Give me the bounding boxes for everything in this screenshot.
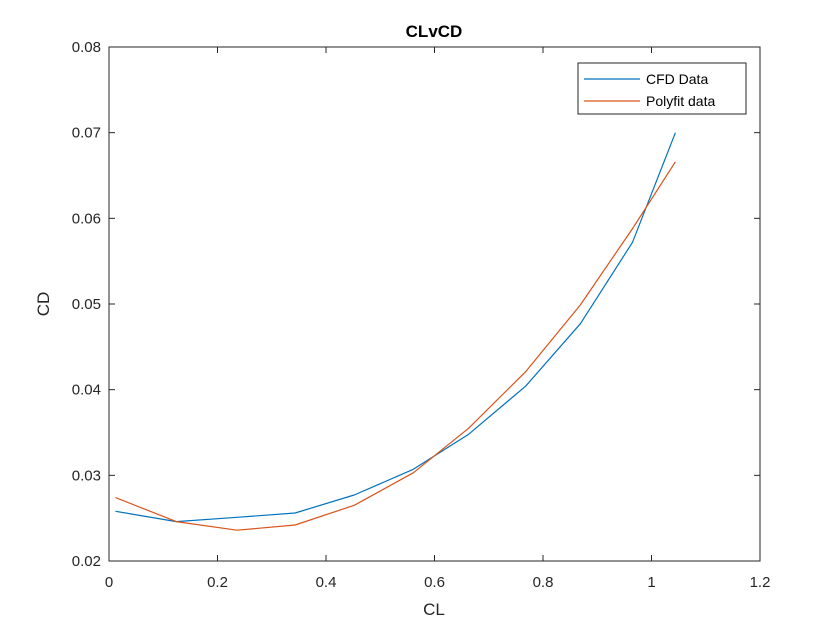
y-axis-label: CD xyxy=(34,292,53,317)
x-tick-label: 0.4 xyxy=(316,574,337,591)
axis-ticks: 0 0.2 0.4 0.6 0.8 1 1.2 0.02 0.03 0.04 0.05 0.06 0.0… xyxy=(72,39,771,591)
x-tick-label: 0 xyxy=(105,574,113,591)
y-tick-label: 0.04 xyxy=(72,382,101,399)
x-tick-label: 0.8 xyxy=(533,574,554,591)
x-tick-label: 1 xyxy=(647,574,655,591)
y-tick-label: 0.06 xyxy=(72,210,101,227)
series-line-polyfit-data xyxy=(115,161,676,531)
legend-box xyxy=(577,62,747,115)
x-tick-label: 1.2 xyxy=(750,574,771,591)
plot-area xyxy=(108,46,761,562)
x-tick-label: 0.2 xyxy=(207,574,228,591)
y-tick-label: 0.07 xyxy=(72,125,101,142)
x-tick-label: 0.6 xyxy=(424,574,445,591)
chart-title: CLvCD xyxy=(406,22,463,41)
x-axis-label: CL xyxy=(423,600,445,619)
legend-label-cfd-data: CFD Data xyxy=(646,71,708,87)
series-line-cfd-data xyxy=(115,132,676,523)
legend-label-polyfit-data: Polyfit data xyxy=(646,93,715,109)
y-tick-label: 0.08 xyxy=(72,39,101,56)
legend: CFD Data Polyfit data xyxy=(577,62,747,115)
y-tick-label: 0.02 xyxy=(72,553,101,570)
y-tick-label: 0.03 xyxy=(72,467,101,484)
series-layer xyxy=(115,132,676,531)
y-tick-label: 0.05 xyxy=(72,296,101,313)
